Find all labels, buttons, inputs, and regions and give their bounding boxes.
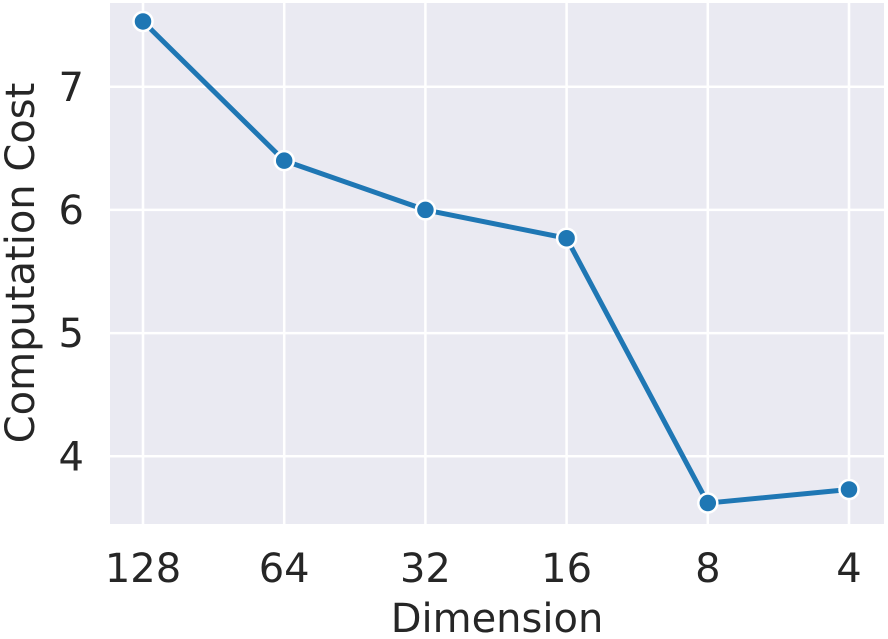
x-tick-label-128: 128 [105,546,181,592]
x-tick-labels: 128 64 32 16 8 4 [105,546,862,592]
y-tick-label-5: 5 [59,311,84,357]
data-point-128 [132,10,154,33]
y-axis-label: Computation Cost [0,83,44,444]
grid-lines [110,3,884,524]
data-point-64 [273,149,295,172]
data-point-4 [838,478,860,501]
x-tick-label-64: 64 [259,546,310,592]
data-point-32 [414,199,437,221]
data-point-8 [697,492,719,514]
y-tick-labels: 4 5 6 7 [59,65,84,481]
y-tick-label-7: 7 [59,65,84,111]
x-tick-label-32: 32 [400,546,451,592]
series-group [132,10,860,514]
x-tick-label-4: 4 [836,546,861,592]
series-line-0 [140,18,852,506]
x-axis-label: Dimension [391,596,604,639]
y-tick-label-4: 4 [59,434,84,480]
plot-area [110,3,884,524]
x-tick-label-8: 8 [695,546,720,592]
x-tick-label-16: 16 [541,546,592,592]
y-tick-label-6: 6 [59,188,84,234]
data-point-16 [555,227,578,250]
